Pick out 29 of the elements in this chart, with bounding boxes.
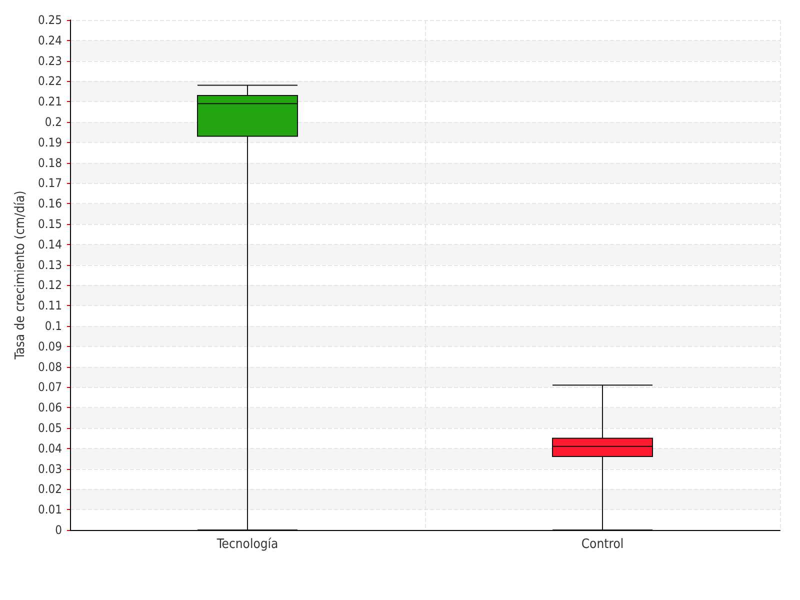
y-tick-label: 0.08 <box>38 360 62 374</box>
x-tick-label: Control <box>581 537 624 552</box>
x-tick-label: Tecnología <box>216 537 278 552</box>
y-tick-label: 0.01 <box>38 502 62 517</box>
y-tick-label: 0 <box>55 523 62 537</box>
y-tick-label: 0.16 <box>38 196 62 211</box>
y-tick-label: 0.11 <box>38 298 62 313</box>
y-tick-label: 0.25 <box>38 13 62 27</box>
y-tick-label: 0.04 <box>38 441 62 456</box>
y-tick-label: 0.2 <box>44 115 62 129</box>
y-tick-label: 0.12 <box>38 278 62 292</box>
y-axis-title: Tasa de crecimiento (cm/día) <box>13 190 28 360</box>
y-tick-label: 0.07 <box>38 380 62 394</box>
y-tick-label: 0.18 <box>38 156 62 170</box>
y-tick-label: 0.15 <box>38 217 62 231</box>
y-tick-label: 0.06 <box>38 400 62 415</box>
y-tick-label: 0.05 <box>38 421 62 435</box>
y-tick-label: 0.03 <box>38 462 62 476</box>
y-tick-label: 0.13 <box>38 258 62 272</box>
y-tick-label: 0.02 <box>38 482 62 496</box>
y-tick-label: 0.17 <box>38 176 62 190</box>
y-tick-label: 0.23 <box>38 54 62 68</box>
y-tick-label: 0.24 <box>38 33 62 48</box>
y-tick-label: 0.22 <box>38 74 62 88</box>
y-tick-label: 0.09 <box>38 339 62 354</box>
y-tick-label: 0.19 <box>38 135 62 150</box>
y-tick-label: 0.1 <box>44 319 62 333</box>
y-tick-label: 0.21 <box>38 94 62 109</box>
y-tick-label: 0.14 <box>38 237 62 252</box>
